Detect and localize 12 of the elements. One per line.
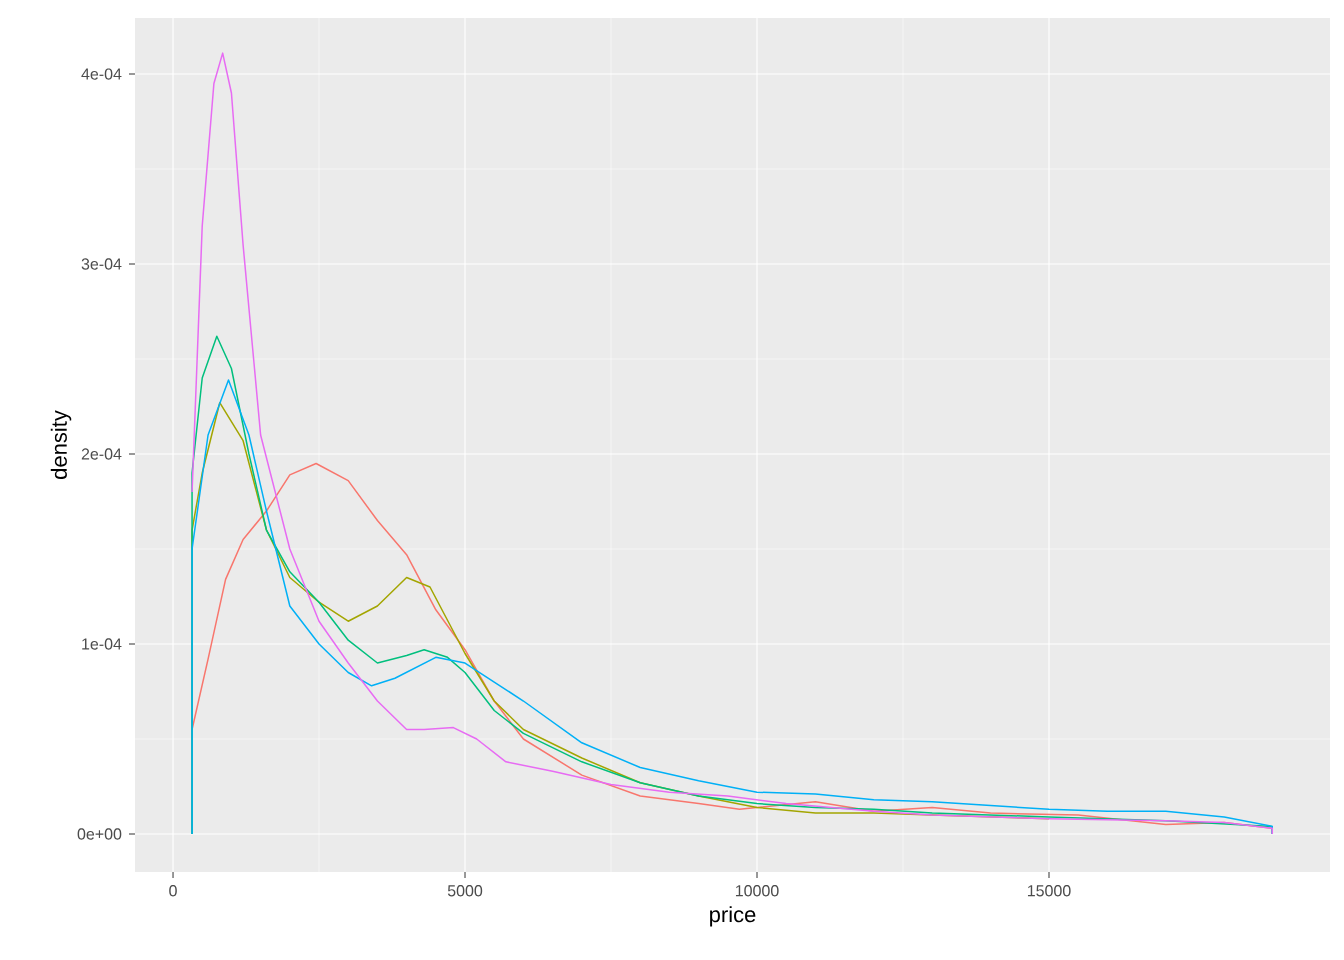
x-tick-label: 5000: [447, 885, 483, 897]
line-series: [191, 52, 1274, 835]
y-tick-label: 1e-04: [82, 638, 122, 650]
y-tick-label: 2e-04: [81, 448, 122, 460]
x-axis-title: price: [710, 906, 756, 927]
x-tick-label: 0: [169, 885, 177, 897]
y-axis-title: density: [50, 410, 72, 479]
y-tick-label: 0e+00: [77, 828, 122, 840]
x-tick-label: 15000: [1027, 885, 1071, 897]
y-tick-label: 3e-04: [81, 258, 122, 270]
x-tick-label: 10000: [735, 885, 779, 897]
y-tick-label: 4e-04: [81, 68, 122, 80]
